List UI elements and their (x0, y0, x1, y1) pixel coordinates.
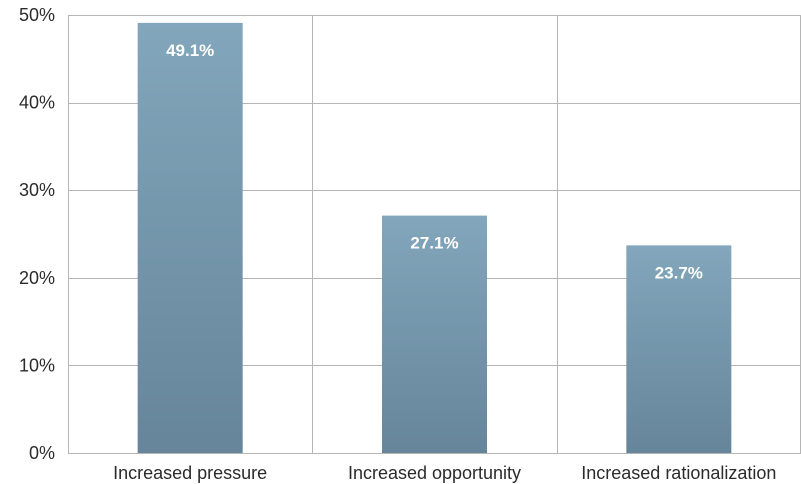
bar-increased-opportunity (382, 215, 487, 453)
y-tick-label: 50% (19, 5, 55, 25)
data-label: 49.1% (166, 41, 214, 60)
bar-increased-rationalization (626, 245, 732, 453)
bars (137, 22, 732, 453)
data-label: 23.7% (655, 263, 703, 282)
x-axis-category-labels: Increased pressure Increased opportunity I… (113, 463, 776, 483)
x-category-label: Increased pressure (113, 463, 267, 483)
x-category-label: Increased rationalization (581, 463, 776, 483)
bar-increased-pressure (137, 22, 243, 453)
data-label: 27.1% (410, 234, 458, 253)
y-tick-label: 0% (29, 443, 55, 463)
y-tick-label: 30% (19, 180, 55, 200)
y-tick-label: 40% (19, 93, 55, 113)
y-tick-label: 10% (19, 355, 55, 375)
y-tick-label: 20% (19, 268, 55, 288)
y-axis-tick-labels: 0% 10% 20% 30% 40% 50% (19, 5, 55, 463)
x-category-label: Increased opportunity (348, 463, 521, 483)
data-labels: 49.1% 27.1% 23.7% (166, 41, 703, 283)
